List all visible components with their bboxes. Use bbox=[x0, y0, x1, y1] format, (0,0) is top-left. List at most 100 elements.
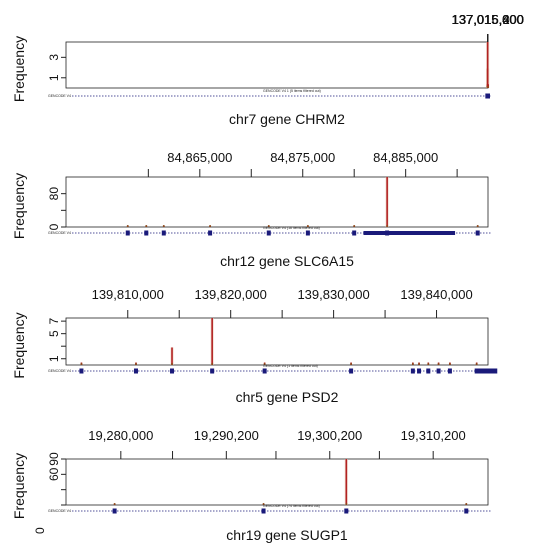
x-tick-label: 137,015,000 bbox=[451, 12, 523, 27]
y-tick-label: 5 bbox=[47, 330, 61, 337]
chart-panel-3: 139,810,000 139,820,000 139,830,000 139,840… bbox=[11, 287, 498, 405]
x-tick-label: 19,280,000 bbox=[88, 428, 153, 443]
panel-caption: chr7 gene CHRM2 bbox=[229, 111, 345, 127]
y-axis-label: Frequency bbox=[11, 312, 27, 378]
chart-panel-2: 84,865,000 84,875,000 84,885,000 0 80 Frequen… bbox=[11, 150, 492, 269]
bar-base-dot bbox=[411, 363, 414, 365]
bar-base-dot bbox=[353, 225, 356, 227]
y-axis-label: Frequency bbox=[11, 173, 27, 239]
exon-block bbox=[475, 230, 480, 236]
gene-track: GENCODE V4 GENCODE V4 1 (5 items filtered… bbox=[48, 89, 492, 99]
exon-block bbox=[426, 368, 431, 374]
y-tick-label: 3 bbox=[47, 54, 61, 61]
track-text: GENCODE V4 (16 items filtered out) bbox=[263, 226, 320, 230]
x-tick-label: 137,015,400 bbox=[452, 12, 524, 27]
bar-base-dot bbox=[427, 363, 430, 365]
bar-base-dot bbox=[134, 363, 137, 365]
y-tick-label: 80 bbox=[47, 187, 61, 201]
bar bbox=[486, 42, 489, 88]
y-axis-label: Frequency bbox=[11, 36, 27, 102]
bar-base-dot bbox=[145, 225, 148, 227]
chart-panels: 137,015,000137,015,400137,015,800137,016… bbox=[11, 12, 524, 543]
bar-base-dot bbox=[487, 86, 489, 88]
exon-block bbox=[476, 368, 498, 374]
exon-block bbox=[486, 93, 490, 99]
exon-block bbox=[487, 93, 488, 99]
bar-base-dot bbox=[306, 225, 309, 227]
x-tick-label: 19,290,200 bbox=[194, 428, 259, 443]
panel-caption: chr12 gene SLC6A15 bbox=[220, 253, 354, 269]
bar bbox=[171, 347, 173, 365]
plot-frame bbox=[65, 41, 489, 89]
gene-track: GENCODE V4 GENCODE V4 (16 items filtered … bbox=[48, 226, 492, 236]
exon-block bbox=[125, 230, 130, 236]
exon-block bbox=[133, 368, 138, 374]
y-tick-label: 1 bbox=[47, 355, 61, 362]
exon-block bbox=[305, 230, 310, 236]
plot-frame bbox=[65, 317, 489, 366]
track-text: GENCODE V4 (74 items filtered out) bbox=[263, 504, 320, 508]
gene-track: GENCODE V4 GENCODE V4 (1 items filtered o… bbox=[48, 364, 498, 374]
y-tick-label: 1 bbox=[47, 74, 61, 81]
track-label: GENCODE V4 bbox=[48, 94, 71, 98]
bar-base-dot bbox=[211, 363, 214, 365]
bar-base-dot bbox=[418, 363, 421, 365]
exon-block bbox=[261, 508, 266, 514]
bar bbox=[386, 177, 388, 227]
exon-block bbox=[352, 230, 357, 236]
bar-base-dot bbox=[162, 225, 165, 227]
track-text: GENCODE V4 1 (5 items filtered out) bbox=[263, 89, 321, 93]
y-axis-label: Frequency bbox=[11, 453, 27, 519]
panel-caption: chr5 gene PSD2 bbox=[236, 389, 339, 405]
bar-base-dot bbox=[171, 363, 174, 365]
bar-base-dot bbox=[209, 225, 212, 227]
track-label: GENCODE V4 bbox=[48, 231, 71, 235]
track-label: GENCODE V4 bbox=[48, 509, 71, 513]
bar-base-dot bbox=[113, 503, 116, 505]
exon-block bbox=[79, 368, 84, 374]
exon-block bbox=[344, 508, 349, 514]
x-tick-label: 19,300,200 bbox=[297, 428, 362, 443]
exon-block bbox=[363, 231, 456, 235]
x-tick-label: 139,840,000 bbox=[400, 287, 472, 302]
x-tick-label: 137,016,200 bbox=[452, 12, 524, 27]
track-label: GENCODE V4 bbox=[48, 369, 71, 373]
plot-frame bbox=[65, 458, 489, 506]
exon-block bbox=[161, 230, 166, 236]
exon-block bbox=[349, 368, 354, 374]
x-tick-label: 139,830,000 bbox=[297, 287, 369, 302]
exon-block bbox=[210, 368, 215, 374]
chart-panel-4: 19,280,000 19,290,200 19,300,200 19,310,200… bbox=[11, 428, 492, 543]
bar-base-dot bbox=[345, 503, 348, 505]
gene-track: GENCODE V4 GENCODE V4 (74 items filtered … bbox=[48, 504, 492, 514]
bar-base-dot bbox=[476, 225, 479, 227]
y-tick-label: 60 bbox=[47, 467, 61, 481]
exon-block bbox=[464, 508, 469, 514]
bar-base-dot bbox=[475, 363, 478, 365]
exon-block bbox=[262, 368, 267, 374]
bar-base-dot bbox=[126, 225, 129, 227]
x-tick-label: 84,865,000 bbox=[167, 150, 232, 165]
exon-block bbox=[447, 368, 452, 374]
exon-block bbox=[144, 230, 149, 236]
exon-block bbox=[170, 368, 175, 374]
x-tick-label: 137,015,800 bbox=[452, 12, 524, 27]
bar-base-dot bbox=[263, 363, 266, 365]
plot-frame bbox=[65, 176, 489, 228]
track-text: GENCODE V4 (1 items filtered out) bbox=[263, 364, 318, 368]
exon-block bbox=[208, 230, 213, 236]
y-tick-label: 7 bbox=[47, 317, 61, 324]
bar-base-dot bbox=[386, 225, 389, 227]
panel-caption: chr19 gene SUGP1 bbox=[226, 527, 348, 543]
x-tick-label: 139,820,000 bbox=[195, 287, 267, 302]
exon-block bbox=[417, 368, 422, 374]
chart-panel-1: 137,015,000137,015,400137,015,800137,016… bbox=[11, 12, 524, 127]
x-tick-label: 84,885,000 bbox=[373, 150, 438, 165]
bar-base-dot bbox=[350, 363, 353, 365]
exon-block bbox=[436, 368, 441, 374]
stray-zero-label: 0 bbox=[33, 527, 47, 534]
bar-base-dot bbox=[437, 363, 440, 365]
x-tick-label: 139,810,000 bbox=[92, 287, 164, 302]
bar bbox=[211, 318, 213, 365]
